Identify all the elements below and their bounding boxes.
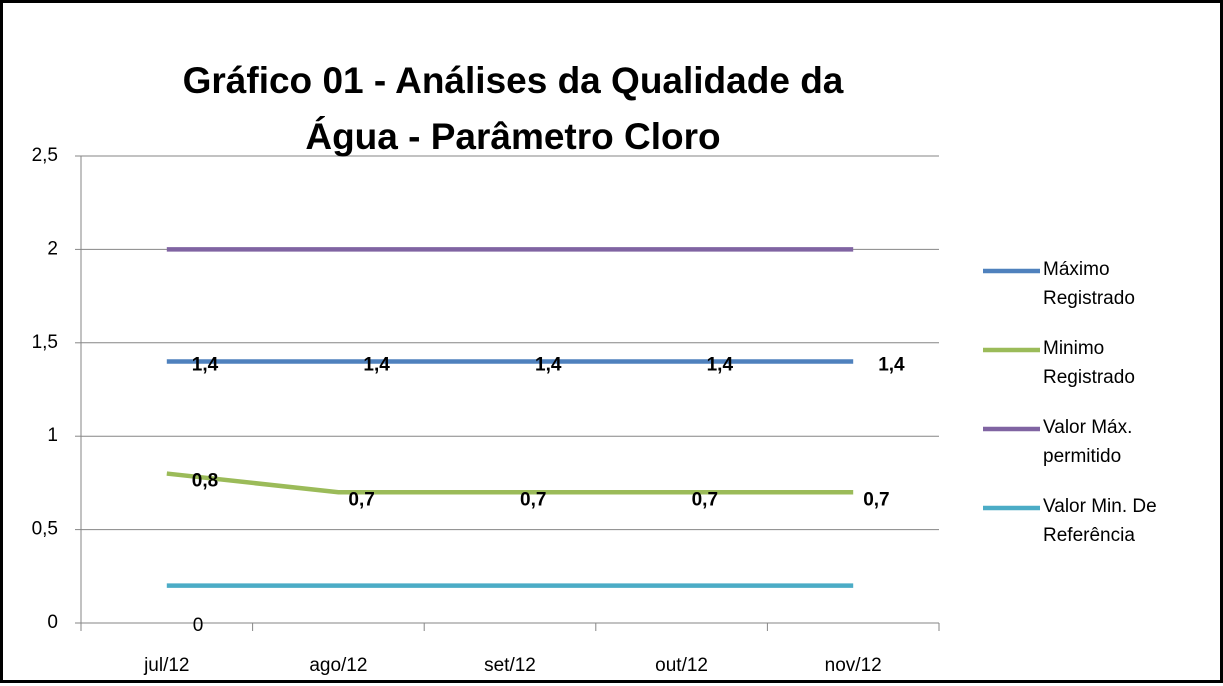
legend-label: Valor Min. De Referência bbox=[1043, 496, 1157, 546]
data-label: 0,7 bbox=[348, 489, 374, 510]
data-label: 0,8 bbox=[192, 471, 218, 492]
x-tick-label: nov/12 bbox=[825, 655, 882, 676]
data-label: 1,4 bbox=[535, 354, 562, 375]
y-tick-label: 1,5 bbox=[32, 332, 58, 353]
data-label: 1,4 bbox=[363, 354, 390, 375]
series-line bbox=[166, 471, 854, 495]
y-tick-label: 1 bbox=[47, 425, 58, 446]
chart-title: Gráfico 01 - Análises da Qualidade da Ág… bbox=[182, 60, 844, 157]
x-tick-label: jul/12 bbox=[143, 655, 189, 676]
chart: 0 0,5 1 1,5 2 2,5 jul/12 ago/12 set/12 out/12 nov/… bbox=[32, 145, 1040, 676]
data-label: 0,7 bbox=[520, 489, 546, 510]
data-label: 0,7 bbox=[692, 489, 718, 510]
x-tick-label: set/12 bbox=[484, 655, 536, 676]
legend-label: Valor Máx. permitido bbox=[1043, 417, 1133, 467]
y-tick-label: 0 bbox=[47, 612, 58, 633]
data-label: 1,4 bbox=[878, 354, 905, 375]
x-tick-label: ago/12 bbox=[309, 655, 367, 676]
annotation: 0 bbox=[193, 615, 204, 636]
data-label: 1,4 bbox=[192, 354, 219, 375]
y-tick-label: 2 bbox=[47, 238, 58, 259]
data-label: 0,7 bbox=[863, 489, 889, 510]
x-tick-label: out/12 bbox=[655, 655, 708, 676]
y-tick-label: 2,5 bbox=[32, 145, 58, 166]
data-label: 1,4 bbox=[707, 354, 734, 375]
legend-label: Máximo Registrado bbox=[1043, 259, 1135, 309]
legend-label: Minimo Registrado bbox=[1043, 338, 1135, 388]
y-tick-label: 0,5 bbox=[32, 519, 58, 540]
